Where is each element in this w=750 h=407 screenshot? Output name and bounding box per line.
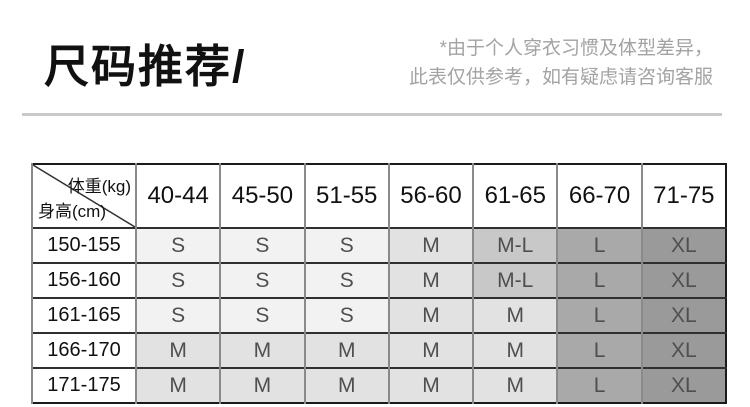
size-cell: XL <box>640 227 726 263</box>
size-cell: S <box>134 262 221 298</box>
size-cell: XL <box>640 332 726 368</box>
table-row: 166-170 M M M M M L XL <box>31 332 726 368</box>
corner-height-label: 身高(cm) <box>38 202 106 221</box>
height-row-header: 166-170 <box>31 332 136 368</box>
size-cell: M <box>387 262 474 298</box>
size-cell: L <box>556 227 642 263</box>
corner-weight-label: 体重(kg) <box>67 177 131 196</box>
size-cell: S <box>303 227 389 263</box>
size-cell: S <box>303 262 389 298</box>
disclaimer-line-1: *由于个人穿衣习惯及体型差异， <box>439 38 713 59</box>
table-header-row: 体重(kg) 身高(cm) 40-44 45-50 51-55 56-60 61… <box>31 164 726 228</box>
size-cell: M <box>387 227 474 263</box>
size-cell: M-L <box>472 262 558 298</box>
size-cell: S <box>219 297 305 333</box>
size-cell: XL <box>640 297 726 333</box>
header-divider <box>22 113 722 116</box>
disclaimer-line-2: 此表仅供参考，如有疑虑请咨询客服 <box>408 67 713 88</box>
weight-column-header: 71-75 <box>640 164 726 228</box>
height-row-header: 150-155 <box>31 227 136 263</box>
weight-column-header: 40-44 <box>134 164 221 228</box>
size-cell: M-L <box>472 227 558 263</box>
size-cell: XL <box>640 367 726 403</box>
size-cell: M <box>472 367 558 403</box>
table-row: 150-155 S S S M M-L L XL <box>31 227 726 263</box>
weight-column-header: 51-55 <box>303 164 389 228</box>
table-row: 171-175 M M M M M L XL <box>31 367 726 403</box>
height-row-header: 156-160 <box>31 262 136 298</box>
size-cell: M <box>219 332 305 368</box>
size-cell: S <box>134 227 221 263</box>
size-cell: M <box>387 367 474 403</box>
size-cell: M <box>219 367 305 403</box>
size-cell: L <box>556 367 642 403</box>
size-cell: S <box>303 297 389 333</box>
weight-column-header: 61-65 <box>472 164 558 228</box>
size-cell: S <box>134 297 221 333</box>
size-cell: M <box>303 332 389 368</box>
size-chart-table: 体重(kg) 身高(cm) 40-44 45-50 51-55 56-60 61… <box>31 163 727 404</box>
size-cell: M <box>303 367 389 403</box>
size-cell: M <box>134 367 221 403</box>
size-cell: M <box>134 332 221 368</box>
size-cell: S <box>219 227 305 263</box>
size-cell: M <box>472 332 558 368</box>
size-cell: L <box>556 297 642 333</box>
size-cell: XL <box>640 262 726 298</box>
weight-column-header: 56-60 <box>387 164 474 228</box>
size-cell: M <box>387 297 474 333</box>
page-title: 尺码推荐/ <box>44 41 247 92</box>
height-row-header: 161-165 <box>31 297 136 333</box>
corner-cell: 体重(kg) 身高(cm) <box>31 164 136 228</box>
height-row-header: 171-175 <box>31 367 136 403</box>
size-cell: L <box>556 262 642 298</box>
weight-column-header: 66-70 <box>556 164 642 228</box>
size-cell: S <box>219 262 305 298</box>
size-cell: M <box>472 297 558 333</box>
size-cell: M <box>387 332 474 368</box>
disclaimer-note: *由于个人穿衣习惯及体型差异， 此表仅供参考，如有疑虑请咨询客服 <box>409 34 713 92</box>
weight-column-header: 45-50 <box>219 164 305 228</box>
table-row: 161-165 S S S M M L XL <box>31 297 726 333</box>
table-row: 156-160 S S S M M-L L XL <box>31 262 726 298</box>
diagonal-divider-line <box>33 165 135 227</box>
size-cell: L <box>556 332 642 368</box>
